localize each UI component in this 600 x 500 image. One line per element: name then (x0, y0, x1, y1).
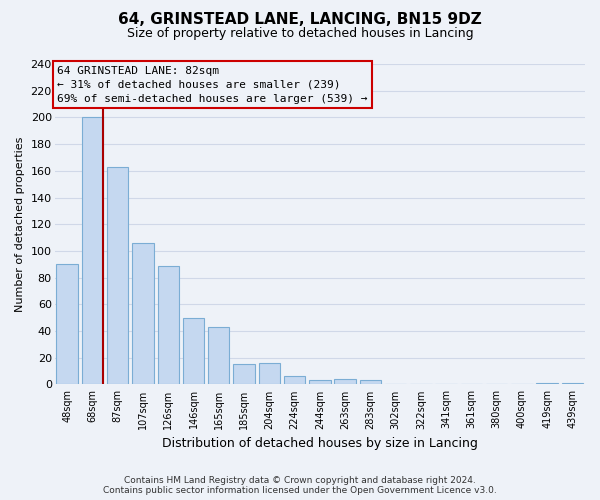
Bar (158, 266, 179, 384)
Bar (82, 118, 103, 384)
Bar (536, 383, 558, 384)
Bar (334, 379, 356, 384)
Text: 64 GRINSTEAD LANE: 82sqm
← 31% of detached houses are smaller (239)
69% of semi-: 64 GRINSTEAD LANE: 82sqm ← 31% of detach… (57, 66, 368, 104)
Text: Contains HM Land Registry data © Crown copyright and database right 2024.
Contai: Contains HM Land Registry data © Crown c… (103, 476, 497, 495)
Text: 64, GRINSTEAD LANE, LANCING, BN15 9DZ: 64, GRINSTEAD LANE, LANCING, BN15 9DZ (118, 12, 482, 28)
Bar (233, 364, 255, 384)
Bar (359, 380, 381, 384)
Text: Size of property relative to detached houses in Lancing: Size of property relative to detached ho… (127, 28, 473, 40)
Bar (284, 376, 305, 384)
Bar (183, 318, 204, 384)
X-axis label: Distribution of detached houses by size in Lancing: Distribution of detached houses by size … (162, 437, 478, 450)
Bar (107, 167, 128, 384)
Bar (56, 264, 78, 384)
Bar (259, 363, 280, 384)
Bar (562, 383, 583, 384)
Y-axis label: Number of detached properties: Number of detached properties (15, 136, 25, 312)
Bar (309, 380, 331, 384)
Bar (208, 327, 229, 384)
Bar (132, 243, 154, 384)
